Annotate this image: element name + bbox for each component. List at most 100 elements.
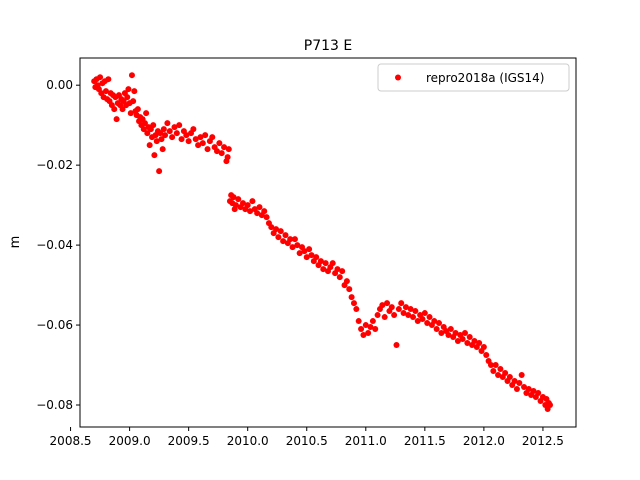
data-point <box>249 198 256 205</box>
y-tick-label: −0.08 <box>36 398 73 412</box>
data-point <box>125 86 132 93</box>
data-point <box>230 194 237 201</box>
legend-label: repro2018a (IGS14) <box>426 71 544 85</box>
data-point <box>150 122 157 129</box>
data-point <box>513 386 520 393</box>
data-point <box>162 132 169 139</box>
data-point <box>244 202 251 209</box>
data-point <box>141 120 148 127</box>
data-point <box>320 266 327 273</box>
data-point <box>296 250 303 257</box>
data-point <box>303 254 310 261</box>
x-tick-label: 2011.5 <box>404 434 446 448</box>
data-point <box>334 266 341 273</box>
data-point <box>379 302 386 309</box>
data-point <box>289 244 296 251</box>
data-point <box>308 252 315 259</box>
data-point <box>414 318 421 325</box>
data-point <box>360 332 367 339</box>
x-tick-label: 2010.5 <box>286 434 328 448</box>
data-point <box>235 196 242 203</box>
data-point <box>225 146 232 153</box>
data-point <box>412 308 419 315</box>
data-point <box>124 94 131 101</box>
data-point <box>461 330 468 337</box>
data-point <box>313 254 320 261</box>
chart-title: P713 E <box>304 38 352 54</box>
data-point <box>407 306 414 313</box>
legend-box <box>377 63 570 92</box>
data-point <box>518 372 525 379</box>
data-point <box>476 340 483 347</box>
data-point <box>438 330 445 337</box>
y-tick-label: 0.00 <box>46 78 73 92</box>
data-point <box>192 136 199 143</box>
data-point <box>459 336 466 343</box>
data-point <box>130 98 137 105</box>
data-point <box>547 402 554 409</box>
data-point <box>346 286 353 293</box>
data-point <box>232 202 239 209</box>
data-point <box>102 88 109 95</box>
y-tick-label: −0.02 <box>36 158 73 172</box>
data-point <box>113 116 120 123</box>
data-point <box>156 168 163 175</box>
data-point <box>525 386 532 393</box>
data-point <box>256 204 263 211</box>
data-point <box>483 352 490 359</box>
data-point <box>171 124 178 131</box>
data-point <box>287 236 294 243</box>
y-axis: 0.00 −0.02 −0.04 −0.06 −0.08 <box>36 78 80 412</box>
x-tick-label: 2010.0 <box>227 434 269 448</box>
data-point <box>183 132 190 139</box>
data-point <box>395 306 402 313</box>
data-point <box>511 378 518 385</box>
data-point <box>398 300 405 307</box>
data-point <box>329 260 336 267</box>
data-point <box>367 324 374 331</box>
data-point <box>224 154 231 161</box>
data-point <box>497 366 504 373</box>
data-point <box>426 314 433 321</box>
x-tick-label: 2012.0 <box>463 434 505 448</box>
plot-area-points <box>91 72 554 413</box>
x-axis: 2008.5 2009.0 2009.5 2010.0 2010.5 2011.0 2011… <box>50 427 564 448</box>
data-point <box>447 326 454 333</box>
data-point <box>204 146 211 153</box>
data-point <box>372 326 379 333</box>
data-point <box>365 330 372 337</box>
data-point <box>173 130 180 137</box>
data-point <box>358 326 365 333</box>
data-point <box>131 88 138 95</box>
data-point <box>339 268 346 275</box>
data-point <box>263 214 270 221</box>
data-point <box>393 342 400 349</box>
data-point <box>452 330 459 337</box>
data-point <box>160 126 167 133</box>
data-point <box>190 126 197 133</box>
data-point <box>280 238 287 245</box>
data-point <box>158 136 165 143</box>
data-point <box>119 106 126 113</box>
data-point <box>146 142 153 149</box>
legend: repro2018a (IGS14) <box>377 63 570 92</box>
data-point <box>268 224 275 231</box>
data-point <box>261 208 268 215</box>
data-point <box>128 72 135 79</box>
data-point <box>144 130 151 137</box>
data-point <box>166 128 173 135</box>
data-point <box>153 138 160 145</box>
data-point <box>134 106 141 113</box>
data-point <box>202 132 209 139</box>
data-point <box>405 312 412 319</box>
data-point <box>159 146 166 153</box>
data-point <box>516 380 523 387</box>
data-point <box>247 208 254 215</box>
data-point <box>355 318 362 325</box>
x-tick-label: 2009.5 <box>168 434 210 448</box>
data-point <box>197 134 204 141</box>
data-point <box>97 74 104 81</box>
data-point <box>275 234 282 241</box>
data-point <box>169 134 176 141</box>
